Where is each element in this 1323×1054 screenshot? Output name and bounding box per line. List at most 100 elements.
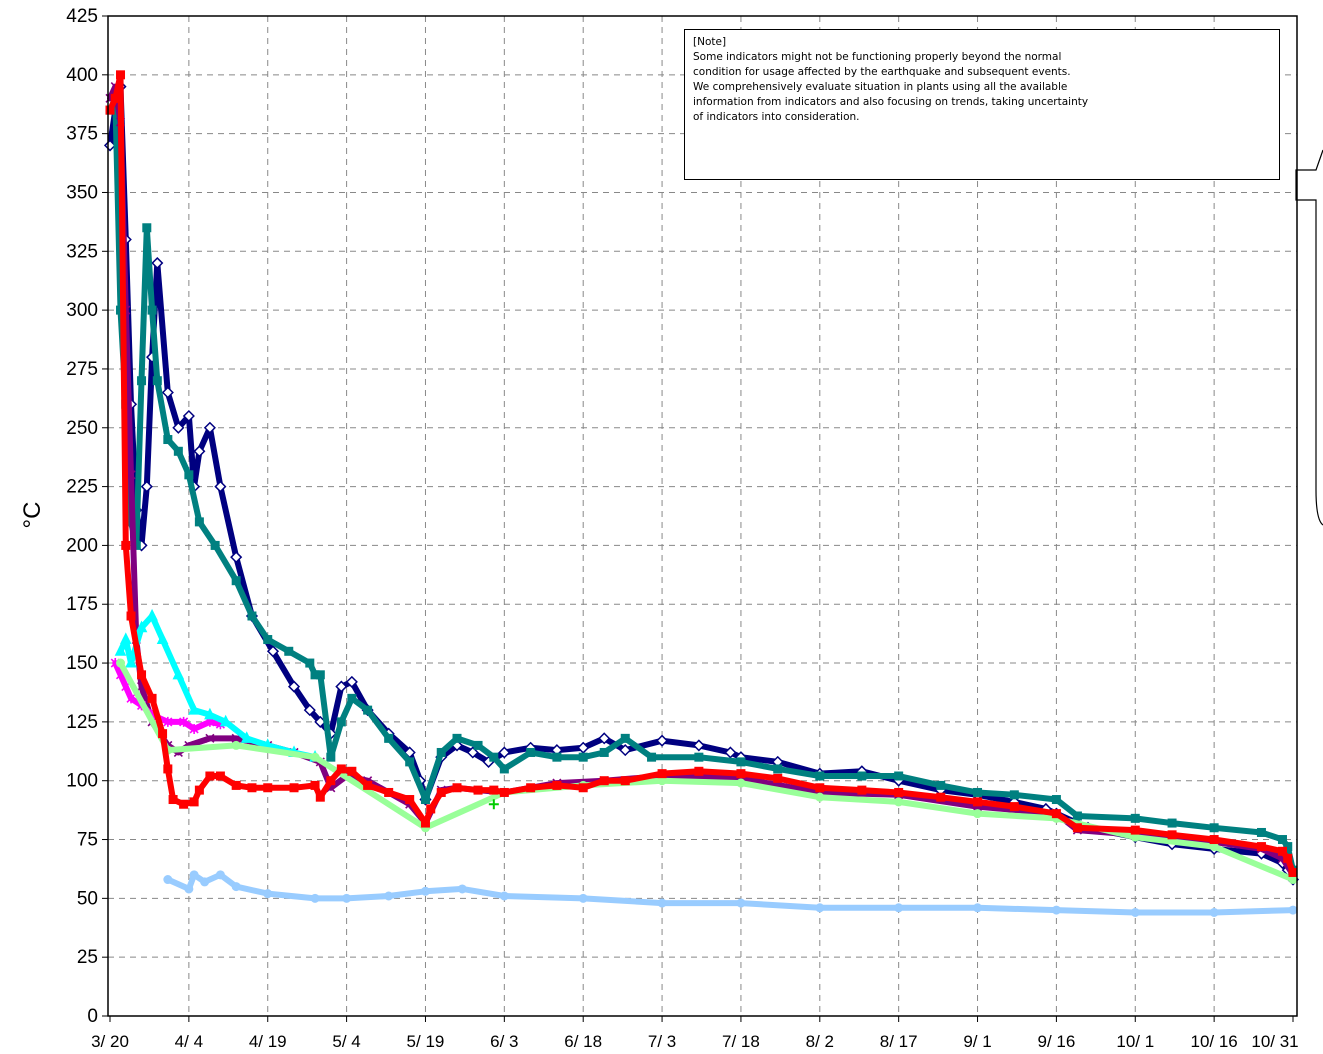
data-point <box>147 305 157 315</box>
plot-frame <box>107 15 1298 1017</box>
data-point <box>1283 842 1293 852</box>
data-point <box>657 898 667 908</box>
y-tick-label: 50 <box>77 888 98 909</box>
data-point <box>168 795 178 805</box>
x-tick-label: 5/ 4 <box>332 1032 360 1051</box>
y-axis-ticks: 0 25 50 75 100 125 150 175 200 225 250 275 300 325 350… <box>66 6 108 1027</box>
data-point <box>193 445 206 458</box>
data-point <box>1288 905 1298 915</box>
data-point <box>310 752 320 762</box>
data-point <box>335 680 348 693</box>
data-point <box>315 792 325 802</box>
data-point <box>172 667 185 680</box>
data-point <box>1072 811 1082 821</box>
data-point <box>230 551 243 564</box>
data-point <box>815 771 825 781</box>
data-point <box>1051 809 1061 819</box>
data-point <box>219 714 232 727</box>
y-tick-label: 350 <box>66 182 98 203</box>
data-point <box>473 740 483 750</box>
x-tick-label: 4/ 19 <box>249 1032 287 1051</box>
data-point <box>420 795 430 805</box>
data-point <box>436 787 446 797</box>
data-point <box>114 644 127 656</box>
data-point <box>205 733 215 743</box>
data-point <box>973 903 983 913</box>
data-point <box>489 752 499 762</box>
data-point <box>973 809 983 819</box>
right-side-shape <box>1295 149 1323 526</box>
data-point <box>552 780 562 790</box>
data-point <box>315 670 325 680</box>
data-point <box>1167 818 1177 828</box>
note-line: of indicators into consideration. <box>693 111 860 123</box>
y-tick-label: 425 <box>66 6 98 27</box>
y-tick-label: 375 <box>66 124 98 145</box>
data-point <box>305 658 315 668</box>
data-point <box>363 705 373 715</box>
data-point <box>736 769 746 779</box>
series-line <box>107 71 1296 876</box>
data-point <box>1009 790 1019 800</box>
data-point <box>620 733 630 743</box>
data-point <box>857 771 867 781</box>
data-point <box>1009 802 1019 812</box>
data-point <box>147 693 157 703</box>
data-point <box>436 747 446 757</box>
data-point <box>303 704 316 717</box>
data-point <box>215 771 225 781</box>
x-axis-ticks: 3/ 20 4/ 4 4/ 19 5/ 4 5/ 19 6/ 3 6/ 18 7/ 3 7/ 1… <box>91 1016 1299 1051</box>
series-8 <box>163 870 1298 917</box>
y-tick-label: 125 <box>66 712 98 733</box>
x-tick-label: 5/ 19 <box>407 1032 445 1051</box>
data-point <box>310 780 320 790</box>
note-line: condition for usage affected by the eart… <box>693 66 1071 78</box>
data-point <box>384 787 394 797</box>
data-point <box>205 771 215 781</box>
data-point <box>263 635 273 645</box>
data-point <box>1277 846 1287 856</box>
data-point <box>488 799 499 810</box>
note-line: We comprehensively evaluate situation in… <box>693 81 1068 93</box>
data-point <box>156 632 169 645</box>
data-point <box>1130 825 1140 835</box>
series-line <box>107 95 1296 874</box>
note-title: [Note] <box>693 36 727 48</box>
data-point <box>1256 827 1266 837</box>
data-point <box>347 693 357 703</box>
data-point <box>140 480 153 493</box>
data-point <box>405 757 415 767</box>
data-point <box>526 747 536 757</box>
data-point <box>1288 867 1298 877</box>
data-point <box>172 421 185 434</box>
data-point <box>1072 823 1082 833</box>
y-tick-label: 250 <box>66 418 98 439</box>
x-tick-label: 8/ 2 <box>806 1032 834 1051</box>
x-tick-label: 10/ 16 <box>1191 1032 1238 1051</box>
data-point <box>163 764 173 774</box>
data-point <box>179 799 189 809</box>
x-tick-label: 9/ 1 <box>963 1032 991 1051</box>
data-point <box>137 670 147 680</box>
data-point <box>231 740 241 750</box>
data-point <box>184 884 194 894</box>
y-tick-label: 100 <box>66 771 98 792</box>
data-point <box>342 893 352 903</box>
data-point <box>184 470 194 480</box>
data-point <box>426 804 436 814</box>
data-point <box>189 723 199 734</box>
y-tick-label: 75 <box>77 830 98 851</box>
data-point <box>137 376 147 386</box>
x-tick-label: 7/ 3 <box>648 1032 676 1051</box>
note-line: information from indicators and also foc… <box>693 96 1089 108</box>
data-point <box>287 680 301 693</box>
data-point <box>163 435 173 445</box>
x-tick-label: 6/ 18 <box>564 1032 602 1051</box>
series-1 <box>105 93 1298 875</box>
data-point <box>240 731 253 743</box>
data-point <box>363 780 373 790</box>
data-point <box>598 732 611 745</box>
data-point <box>125 655 137 668</box>
data-point <box>1209 907 1219 917</box>
